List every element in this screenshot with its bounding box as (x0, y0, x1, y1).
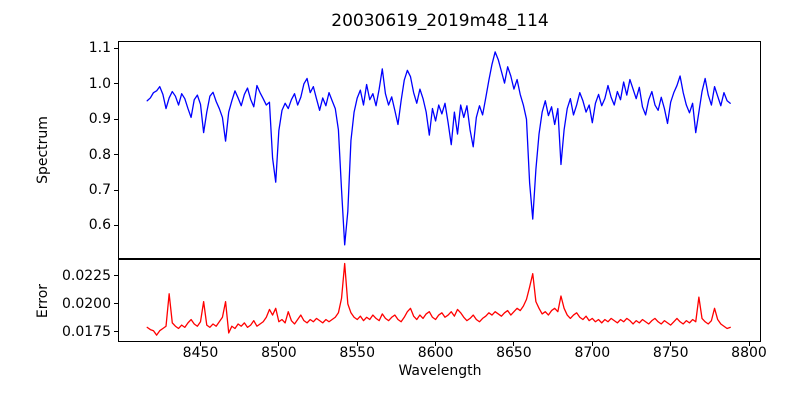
x-axis-label: Wavelength (398, 363, 482, 379)
x-tick-mark (278, 342, 280, 346)
x-tick-mark (200, 342, 201, 346)
x-tick-mark (435, 342, 437, 346)
y-tick-label: 0.0175 (62, 323, 111, 340)
y-tick-label: 0.0200 (62, 295, 111, 312)
y-tick-mark (114, 303, 118, 305)
error-plot-area (118, 259, 761, 342)
x-tick-label: 8550 (339, 345, 376, 361)
y-tick-label: 1.0 (88, 75, 111, 92)
x-tick-mark (591, 342, 593, 346)
x-tick-label: 8500 (261, 345, 297, 361)
x-tick-mark (513, 342, 515, 346)
x-tick-label: 8700 (574, 345, 611, 361)
x-tick-label: 8750 (652, 345, 689, 361)
x-tick-label: 8600 (417, 345, 454, 361)
x-tick-mark (748, 342, 750, 346)
y-tick-label: 0.9 (88, 111, 111, 128)
y-tick-mark (114, 83, 118, 85)
y-tick-label: 0.8 (88, 146, 111, 163)
spectrum-line-svg (146, 51, 731, 246)
x-tick-label: 8800 (731, 345, 767, 361)
y-tick-mark (114, 331, 118, 333)
y-tick-label: 0.7 (88, 182, 111, 198)
y-tick-label: 0.0225 (62, 267, 111, 284)
x-tick-label: 8650 (496, 345, 532, 361)
error-y-axis-label: Error (35, 283, 51, 319)
y-tick-mark (114, 189, 118, 191)
spectrum-plot-area (118, 41, 761, 259)
spectrum-line (146, 51, 731, 246)
x-tick-mark (356, 342, 358, 346)
x-tick-label: 8450 (182, 345, 219, 361)
error-line (146, 262, 731, 336)
y-tick-mark (114, 154, 118, 156)
spectrum-y-axis-label: Spectrum (35, 116, 51, 184)
y-tick-mark (114, 224, 118, 226)
chart-title: 20030619_2019m48_114 (331, 11, 549, 31)
x-tick-mark (670, 342, 672, 346)
y-tick-mark (114, 118, 118, 120)
error-line-svg (146, 262, 731, 336)
y-tick-label: 1.1 (88, 40, 111, 57)
y-tick-label: 0.6 (88, 217, 111, 234)
y-tick-mark (114, 275, 118, 277)
y-tick-mark (114, 47, 118, 49)
